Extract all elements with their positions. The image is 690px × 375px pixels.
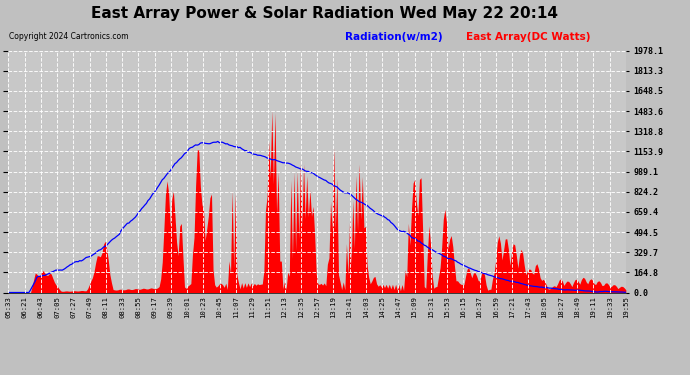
Text: 15:31: 15:31 xyxy=(428,296,434,318)
Text: 06:21: 06:21 xyxy=(21,296,28,318)
Text: 05:33: 05:33 xyxy=(6,296,11,318)
Text: 12:57: 12:57 xyxy=(314,296,320,318)
Text: Radiation(w/m2): Radiation(w/m2) xyxy=(345,32,442,42)
Text: East Array Power & Solar Radiation Wed May 22 20:14: East Array Power & Solar Radiation Wed M… xyxy=(91,6,558,21)
Text: Copyright 2024 Cartronics.com: Copyright 2024 Cartronics.com xyxy=(9,32,128,41)
Text: 14:47: 14:47 xyxy=(395,296,402,318)
Text: 09:39: 09:39 xyxy=(168,296,174,318)
Text: 16:15: 16:15 xyxy=(460,296,466,318)
Text: 18:49: 18:49 xyxy=(574,296,580,318)
Text: 11:07: 11:07 xyxy=(233,296,239,318)
Text: 11:51: 11:51 xyxy=(265,296,271,318)
Text: 17:21: 17:21 xyxy=(509,296,515,318)
Text: East Array(DC Watts): East Array(DC Watts) xyxy=(466,32,590,42)
Text: 07:49: 07:49 xyxy=(86,296,92,318)
Text: 13:41: 13:41 xyxy=(346,296,353,318)
Text: 10:23: 10:23 xyxy=(200,296,206,318)
Text: 13:19: 13:19 xyxy=(331,296,336,318)
Text: 10:01: 10:01 xyxy=(184,296,190,318)
Text: 16:59: 16:59 xyxy=(493,296,499,318)
Text: 10:45: 10:45 xyxy=(217,296,223,318)
Text: 09:17: 09:17 xyxy=(152,296,157,318)
Text: 18:05: 18:05 xyxy=(542,296,548,318)
Text: 07:05: 07:05 xyxy=(54,296,60,318)
Text: 08:33: 08:33 xyxy=(119,296,125,318)
Text: 07:27: 07:27 xyxy=(70,296,77,318)
Text: 18:27: 18:27 xyxy=(558,296,564,318)
Text: 08:55: 08:55 xyxy=(135,296,141,318)
Text: 17:43: 17:43 xyxy=(525,296,531,318)
Text: 15:53: 15:53 xyxy=(444,296,450,318)
Text: 12:13: 12:13 xyxy=(282,296,288,318)
Text: 15:09: 15:09 xyxy=(411,296,417,318)
Text: 08:11: 08:11 xyxy=(103,296,109,318)
Text: 19:33: 19:33 xyxy=(607,296,613,318)
Text: 16:37: 16:37 xyxy=(477,296,482,318)
Text: 06:43: 06:43 xyxy=(38,296,43,318)
Text: 19:11: 19:11 xyxy=(591,296,596,318)
Text: 19:55: 19:55 xyxy=(623,296,629,318)
Text: 14:25: 14:25 xyxy=(379,296,385,318)
Text: 14:03: 14:03 xyxy=(363,296,369,318)
Text: 12:35: 12:35 xyxy=(298,296,304,318)
Text: 11:29: 11:29 xyxy=(249,296,255,318)
